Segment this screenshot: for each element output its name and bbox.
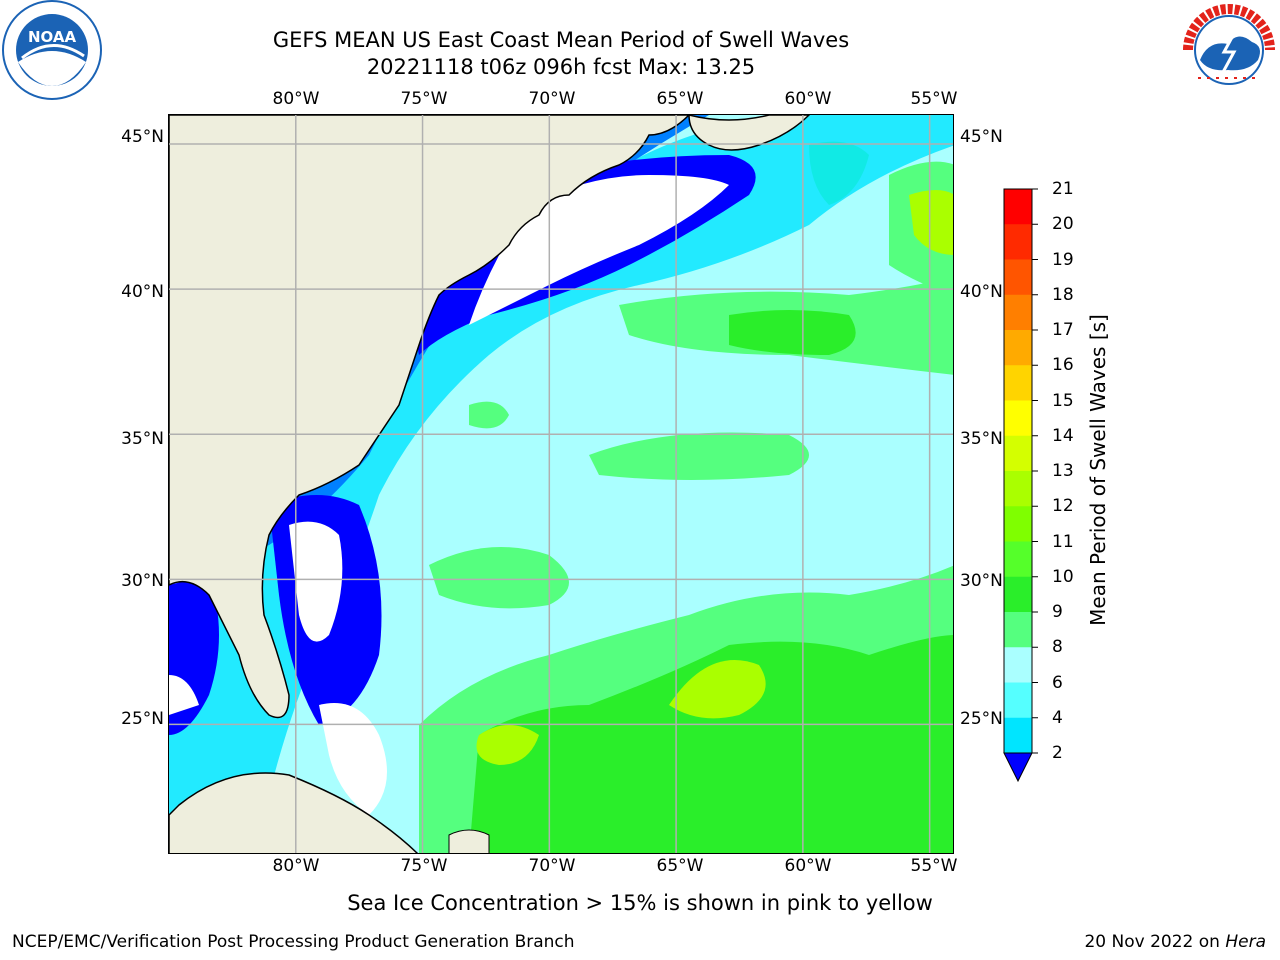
nws-logo-icon — [1178, 0, 1280, 104]
map-panel — [168, 114, 954, 854]
colorbar-tick-label: 13 — [1052, 461, 1074, 481]
graticule — [169, 115, 953, 853]
colorbar-tick-label: 18 — [1052, 284, 1074, 305]
colorbar-tick-label: 19 — [1052, 249, 1074, 270]
lat-tick-left: 30°N — [121, 571, 164, 591]
period-zone-12-13 — [909, 190, 953, 255]
lat-tick-right: 45°N — [960, 127, 1003, 147]
colorbar-tick-label: 17 — [1052, 320, 1074, 340]
lat-tick-left: 40°N — [121, 282, 164, 302]
period-zone-10-11 — [729, 310, 856, 355]
footer-date-text: 20 Nov 2022 on — [1084, 932, 1220, 952]
colorbar — [1003, 188, 1038, 783]
colorbar-segment — [1004, 189, 1032, 225]
noaa-logo-text: NOAA — [28, 28, 77, 46]
colorbar-segment — [1004, 400, 1032, 437]
lon-tick-top: 75°W — [400, 89, 448, 109]
cuba-landmass — [169, 772, 419, 853]
colorbar-tick-label: 15 — [1052, 390, 1074, 411]
lat-tick-left: 25°N — [121, 709, 164, 729]
period-zone-12-13 — [476, 725, 539, 765]
noaa-logo-icon: NOAA — [0, 0, 104, 104]
lon-tick-bottom: 75°W — [400, 856, 448, 876]
colorbar-segment — [1004, 576, 1032, 613]
lon-tick-bottom: 80°W — [272, 856, 320, 876]
colorbar-tick-label: 4 — [1052, 707, 1063, 728]
masked-region — [289, 521, 343, 642]
chart-title: GEFS MEAN US East Coast Mean Period of S… — [272, 28, 850, 52]
lon-tick-top: 60°W — [784, 89, 832, 109]
period-zone-9-10 — [429, 547, 569, 609]
swell-period-map — [169, 115, 953, 853]
colorbar-segment — [1004, 365, 1032, 401]
colorbar-segment — [1004, 647, 1032, 683]
colorbar-segment — [1004, 259, 1032, 296]
lon-tick-bottom: 70°W — [528, 856, 576, 876]
colorbar-tick-label: 11 — [1052, 531, 1074, 552]
footer-machine: Hera — [1225, 932, 1266, 952]
colorbar-tick-label: 6 — [1052, 672, 1063, 693]
colorbar-tick-label: 20 — [1052, 214, 1074, 235]
colorbar-segment — [1004, 506, 1032, 542]
period-zone-9-10 — [469, 401, 509, 429]
colorbar-tick-label: 2 — [1052, 743, 1063, 763]
lon-tick-bottom: 65°W — [656, 856, 704, 876]
lon-tick-bottom: 60°W — [784, 856, 832, 876]
lat-tick-left: 45°N — [121, 127, 164, 147]
lat-tick-right: 35°N — [960, 429, 1003, 449]
lat-tick-right: 40°N — [960, 282, 1003, 302]
colorbar-segment — [1004, 224, 1032, 260]
colorbar-tick-label: 21 — [1052, 179, 1074, 199]
lat-tick-right: 25°N — [960, 709, 1003, 729]
colorbar-segment — [1004, 682, 1032, 719]
colorbar-segment — [1004, 717, 1032, 754]
masked-region — [319, 703, 387, 815]
period-zone-9-10 — [589, 432, 809, 480]
lat-tick-left: 35°N — [121, 429, 164, 449]
period-zone-10-11 — [469, 635, 953, 853]
colorbar-tick-label: 16 — [1052, 355, 1074, 376]
lon-tick-top: 70°W — [528, 89, 576, 109]
colorbar-tick-label: 8 — [1052, 637, 1063, 658]
masked-region — [169, 675, 199, 715]
footer-organization: NCEP/EMC/Verification Post Processing Pr… — [12, 932, 575, 952]
colorbar-segment — [1004, 471, 1032, 507]
lon-tick-top: 55°W — [910, 89, 958, 109]
colorbar-segment — [1004, 612, 1032, 648]
colorbar-segment — [1004, 294, 1032, 331]
colorbar-tick-label: 14 — [1052, 425, 1074, 446]
colorbar-tick-label: 10 — [1052, 566, 1074, 587]
lat-tick-right: 30°N — [960, 571, 1003, 591]
lon-tick-top: 65°W — [656, 89, 704, 109]
colorbar-title: Mean Period of Swell Waves [s] — [1086, 314, 1110, 626]
footer-date: 20 Nov 2022 on Hera — [1084, 932, 1266, 952]
colorbar-segment — [1004, 541, 1032, 578]
colorbar-tick-label: 9 — [1052, 602, 1063, 622]
sea-ice-note: Sea Ice Concentration > 15% is shown in … — [347, 891, 933, 915]
colorbar-segment — [1004, 330, 1032, 366]
colorbar-segment — [1004, 435, 1032, 472]
period-zone-12-13 — [669, 660, 766, 719]
north-america-landmass — [169, 115, 691, 719]
forecast-subtitle: 20221118 t06z 096h fcst Max: 13.25 — [366, 55, 756, 79]
lon-tick-bottom: 55°W — [910, 856, 958, 876]
lon-tick-top: 80°W — [272, 89, 320, 109]
colorbar-tick-label: 12 — [1052, 496, 1074, 517]
hispaniola-landmass — [448, 829, 490, 853]
colorbar-extend-arrow — [1003, 752, 1033, 783]
